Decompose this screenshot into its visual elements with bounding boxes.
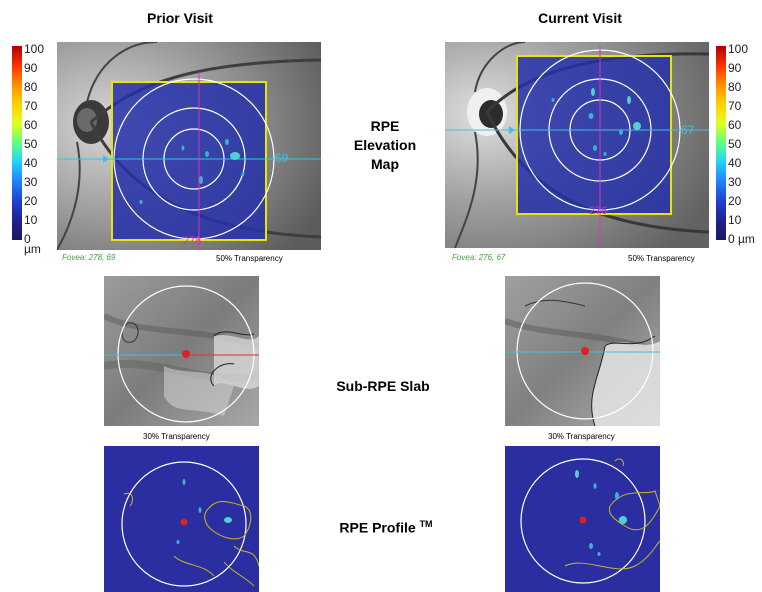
scale-tick: 80	[24, 80, 38, 94]
current-elevation-map: 67 276	[445, 42, 709, 248]
color-scale-bar	[716, 46, 726, 240]
current-fovea-label: Fovea: 276, 67	[452, 253, 506, 262]
scale-tick: 10	[728, 213, 742, 227]
scale-tick: 50	[728, 137, 742, 151]
scale-tick: 30	[728, 175, 742, 189]
scale-tick: 100	[24, 42, 45, 56]
prior-visit-header: Prior Visit	[147, 10, 213, 26]
scale-tick: 70	[24, 99, 38, 113]
y-marker-label: 67	[681, 123, 695, 137]
prior-sub-rpe-slab	[104, 276, 259, 426]
scale-tick: 60	[728, 118, 742, 132]
scale-tick: 20	[24, 194, 38, 208]
color-scale-right: 100 90 80 70 60 50 40 30 20 10 0 µm	[712, 42, 758, 246]
prior-elevation-map: 69 278	[57, 42, 321, 250]
scale-tick: 20	[728, 194, 742, 208]
current-map-transparency: 50% Transparency	[628, 254, 695, 263]
prior-map-transparency: 50% Transparency	[216, 254, 283, 263]
color-scale-left: 100 90 80 70 60 50 40 30 20 10 0 µm	[8, 42, 48, 255]
scale-tick: 10	[24, 213, 38, 227]
color-scale-bar	[12, 46, 22, 240]
scale-tick: 0 µm	[728, 232, 755, 246]
scale-tick: 80	[728, 80, 742, 94]
x-marker-label: 278	[183, 235, 202, 247]
scale-tick: 60	[24, 118, 38, 132]
prior-rpe-profile	[104, 446, 259, 592]
current-slab-transparency: 30% Transparency	[548, 432, 615, 441]
sub-rpe-slab-label: Sub-RPE Slab	[336, 378, 430, 394]
scale-tick: 90	[24, 61, 38, 75]
label-line: Elevation	[353, 137, 417, 153]
scale-tick: 90	[728, 61, 742, 75]
label-line: RPE	[370, 118, 400, 134]
rpe-elevation-map-label: RPE Elevation Map	[330, 117, 440, 174]
current-sub-rpe-slab	[505, 276, 660, 426]
current-rpe-profile	[505, 446, 660, 592]
y-marker-label: 69	[275, 151, 289, 165]
scale-tick: 70	[728, 99, 742, 113]
scale-tick: 40	[728, 156, 742, 170]
label-line: Map	[371, 156, 399, 172]
scale-tick: 30	[24, 175, 38, 189]
prior-slab-transparency: 30% Transparency	[143, 432, 210, 441]
prior-fovea-label: Fovea: 278, 69	[62, 253, 116, 262]
scale-tick: 40	[24, 156, 38, 170]
x-marker-label: 276	[589, 205, 608, 217]
scale-tick: 0 µm	[24, 232, 41, 256]
scale-tick: 100	[728, 42, 749, 56]
current-visit-header: Current Visit	[538, 10, 622, 26]
rpe-profile-text: RPE Profile	[339, 519, 416, 536]
rpe-profile-label: RPE Profile TM	[326, 515, 446, 538]
scale-tick: 50	[24, 137, 38, 151]
trademark-mark: TM	[419, 519, 433, 529]
